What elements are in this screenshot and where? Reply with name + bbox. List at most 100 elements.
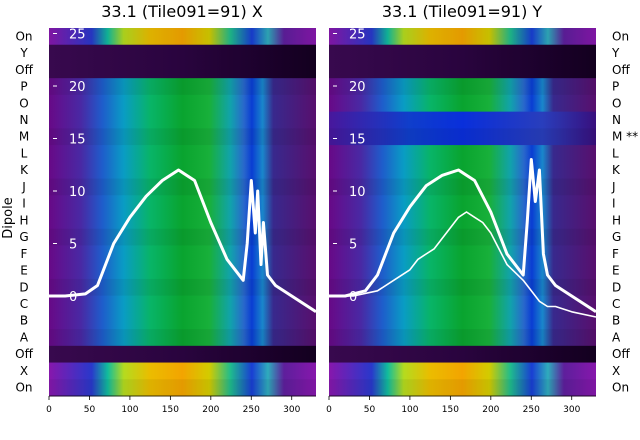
heatmap-row [49,28,316,46]
overlay-tick-label: 10 [69,185,86,200]
dipole-label: C [20,297,28,311]
panel-y: 33.1 (Tile091=91) Y On Y Off PON M ** LKJIHGFE… [326,2,638,415]
heatmap-row-shade [49,363,316,380]
heatmap-row-shade [49,278,316,297]
heatmap-row [329,329,596,347]
heatmap-row [49,262,316,280]
dipole-label: O [19,96,28,110]
dipole-label: J [21,180,26,194]
dipole-label: F [21,247,28,261]
dipole-label: A [612,330,621,344]
heatmap-row [329,28,596,46]
dipole-label: D [612,280,621,294]
heatmap-row [329,44,596,62]
heatmap-row-shade [329,95,596,112]
heatmap-row [49,345,316,364]
heatmap-row-shade [49,312,316,329]
x-tick-label: 250 [523,405,540,415]
heatmap-row [49,145,316,163]
dipole-label: D [19,280,28,294]
dipole-label: On [15,29,32,43]
heatmap-row [49,61,316,79]
x-tick-label: 100 [401,405,418,415]
dipole-label: J [611,180,616,194]
dipole-label: X [612,364,620,378]
x-tick-label: 200 [482,405,499,415]
dipole-label: G [612,230,621,244]
dipole-label: G [19,230,28,244]
heatmap-row-shade [329,145,596,162]
heatmap-row-shade [329,61,596,78]
dipole-label: On [612,29,629,43]
dipole-label: P [612,80,619,94]
dipole-label: K [20,163,29,177]
overlay-tick-label: 15 [69,133,86,148]
dipole-label: B [612,314,620,328]
heatmap-row-shade [49,78,316,96]
heatmap-row [329,379,596,397]
heatmap-row-shade [329,245,596,262]
heatmap-row-shade [49,245,316,262]
heatmap-row [49,295,316,313]
y-axis-label: Dipole [1,197,16,238]
heatmap-row [329,278,596,297]
heatmap-row [49,362,316,380]
heatmap-row-shade [49,95,316,112]
dipole-label: M [19,130,29,144]
heatmap-row-shade [329,195,596,212]
x-tick-label: 250 [243,405,260,415]
dipole-label: Y [19,46,28,60]
dipole-label: On [15,381,32,395]
x-tick-label: 300 [283,405,300,415]
overlay-tick-label: 15 [349,133,366,148]
heatmap-row-shade [329,112,596,129]
heatmap-row-shade [49,61,316,78]
x-tick-label: 100 [121,405,138,415]
overlay-line [329,158,597,314]
dipole-label: F [612,247,619,261]
x-tick-label: 50 [364,405,376,415]
heatmap-row [329,245,596,263]
chart-title: 33.1 (Tile091=91) X [101,2,263,21]
heatmap-row [329,78,596,96]
dipole-label: C [612,297,620,311]
dipole-label: H [19,213,28,227]
heatmap-row [329,145,596,163]
heatmap-row-shade [329,346,596,363]
dipole-label: A [20,330,29,344]
heatmap-row-shade [329,28,596,46]
heatmap-row-shade [329,363,596,380]
heatmap-row [49,111,316,129]
heatmap-row-shade [329,45,596,62]
overlay-tick-label: 10 [349,185,366,200]
dipole-label: Off [612,63,630,77]
heatmap-row-shade [49,296,316,313]
dipole-label: Off [15,63,33,77]
x-tick-label: 0 [46,405,52,415]
dipole-label: Off [612,347,630,361]
overlay-line [329,211,597,318]
overlay-tick-label: 25 [349,28,366,43]
heatmap-row-shade [329,296,596,313]
heatmap-row-shade [329,379,596,397]
heatmap-row-shade [329,128,596,146]
dipole-label: E [612,264,620,278]
dipole-label: Y [611,46,620,60]
heatmap-row [329,362,596,380]
heatmap-row [329,61,596,79]
heatmap-row-shade [329,312,596,329]
heatmap-row-shade [329,278,596,297]
dipole-label: M ** [612,130,638,144]
heatmap-row-shade [329,228,596,246]
heatmap-row-shade [329,329,596,347]
dipole-label: K [612,163,621,177]
dipole-label: P [20,80,27,94]
panel-x: 33.1 (Tile091=91) X On Y Off PONMLKJIHGFEDCB… [15,2,317,415]
x-tick-label: 50 [84,405,96,415]
dipole-label: O [612,96,621,110]
heatmap-row-shade [49,162,316,179]
overlay-tick-label: 0 [349,290,357,305]
overlay-tick-label: 25 [69,28,86,43]
heatmap-row-shade [49,346,316,363]
